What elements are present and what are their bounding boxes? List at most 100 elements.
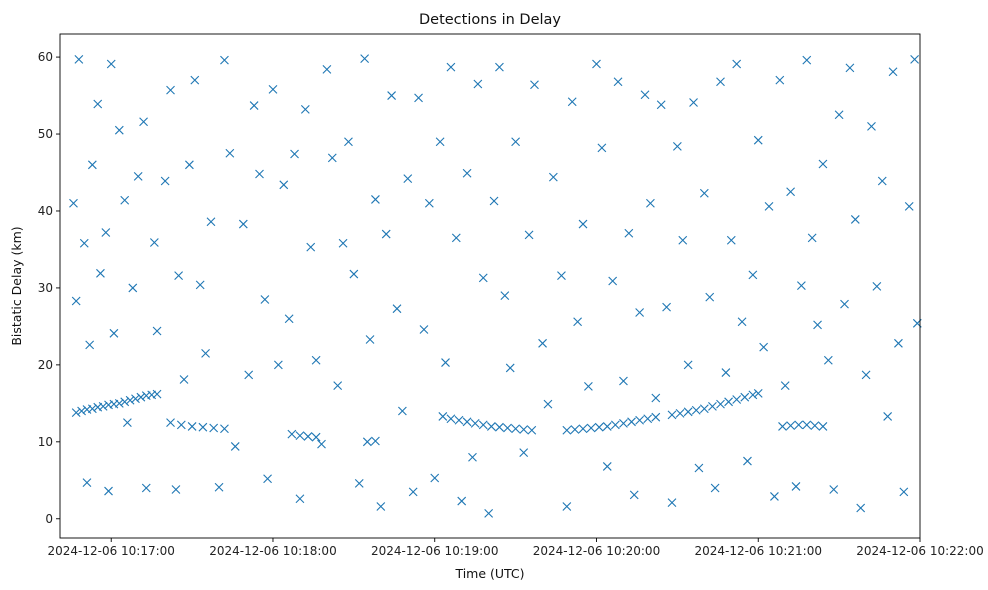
- data-point: [376, 502, 386, 511]
- data-point: [635, 415, 645, 425]
- data-point: [149, 238, 159, 247]
- data-point: [624, 228, 634, 238]
- y-axis-label: Bistatic Delay (km): [9, 226, 24, 345]
- data-points: [69, 54, 922, 518]
- data-point: [327, 153, 337, 163]
- data-point: [500, 291, 510, 301]
- data-point: [503, 423, 512, 433]
- data-point: [101, 228, 111, 237]
- data-point: [457, 496, 467, 506]
- data-point: [748, 390, 758, 400]
- data-point: [699, 188, 709, 198]
- data-point: [403, 174, 413, 184]
- data-point: [699, 404, 709, 414]
- data-point: [726, 235, 736, 245]
- x-tick-label: 2024-12-06 10:17:00: [47, 544, 174, 558]
- data-point: [683, 407, 693, 417]
- data-point: [93, 99, 103, 109]
- data-point: [527, 425, 537, 435]
- data-point: [419, 325, 429, 334]
- data-point: [478, 420, 488, 430]
- data-point: [71, 408, 81, 417]
- data-point: [651, 412, 661, 422]
- data-point: [807, 233, 817, 243]
- data-point: [883, 412, 893, 421]
- x-tick-label: 2024-12-06 10:21:00: [695, 544, 822, 558]
- data-point: [317, 439, 326, 449]
- data-point: [511, 137, 521, 147]
- data-point: [796, 281, 806, 291]
- data-point: [462, 417, 472, 427]
- data-point: [850, 215, 860, 224]
- data-point: [160, 176, 170, 186]
- data-point: [791, 482, 801, 491]
- data-point: [856, 503, 866, 513]
- data-point: [454, 415, 464, 425]
- data-point: [672, 141, 682, 151]
- data-point: [694, 463, 704, 473]
- data-point: [244, 370, 254, 380]
- data-point: [486, 422, 496, 431]
- data-point: [120, 397, 130, 407]
- data-point: [397, 406, 407, 416]
- data-point: [716, 399, 725, 409]
- data-point: [708, 402, 717, 411]
- data-point: [249, 101, 259, 110]
- data-point: [371, 195, 380, 204]
- data-point: [627, 417, 636, 427]
- data-point: [786, 421, 795, 431]
- data-point: [179, 375, 189, 384]
- data-point: [646, 198, 655, 208]
- data-point: [279, 180, 289, 190]
- data-point: [867, 121, 876, 131]
- data-point: [185, 160, 194, 170]
- data-point: [166, 85, 175, 95]
- data-point: [548, 172, 558, 182]
- data-point: [198, 422, 208, 432]
- data-point: [284, 314, 294, 324]
- data-point: [770, 492, 779, 501]
- data-point: [810, 421, 820, 431]
- x-axis: 2024-12-06 10:17:00 2024-12-06 10:18:00 20…: [47, 538, 984, 558]
- data-point: [225, 148, 235, 158]
- data-point: [255, 169, 264, 179]
- data-point: [640, 90, 650, 100]
- data-point: [424, 198, 434, 208]
- data-point: [656, 100, 666, 110]
- data-point: [710, 483, 720, 493]
- y-tick-label: 50: [38, 127, 53, 141]
- data-point: [780, 381, 790, 391]
- data-point: [306, 242, 316, 252]
- data-point: [691, 405, 701, 415]
- data-point: [567, 97, 577, 107]
- plot-frame: [59, 33, 921, 539]
- data-point: [295, 494, 305, 504]
- data-point: [662, 302, 671, 312]
- data-point: [910, 55, 919, 64]
- data-point: [473, 79, 483, 89]
- data-point: [214, 482, 224, 492]
- data-point: [87, 404, 97, 414]
- data-point: [74, 55, 84, 64]
- data-point: [530, 80, 539, 90]
- y-tick-label: 60: [38, 50, 53, 64]
- y-tick-label: 40: [38, 204, 53, 218]
- data-point: [365, 335, 375, 344]
- data-point: [414, 93, 423, 103]
- data-point: [195, 280, 205, 290]
- data-point: [87, 160, 97, 170]
- data-point: [82, 478, 92, 487]
- data-point: [451, 233, 461, 243]
- data-point: [894, 338, 903, 348]
- data-point: [166, 418, 175, 427]
- data-point: [311, 355, 321, 365]
- data-point: [740, 392, 750, 402]
- data-point: [295, 431, 305, 441]
- data-point: [834, 110, 844, 120]
- data-point: [152, 389, 162, 399]
- data-point: [732, 59, 742, 69]
- data-point: [877, 176, 887, 186]
- data-point: [778, 422, 787, 431]
